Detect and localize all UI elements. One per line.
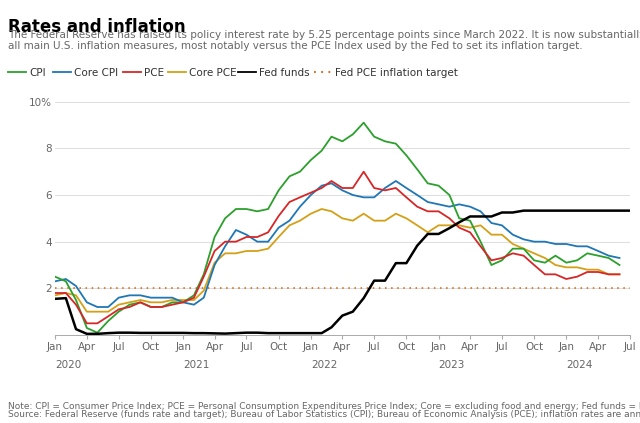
Text: Fed PCE inflation target: Fed PCE inflation target — [335, 68, 458, 77]
Text: 2024: 2024 — [566, 360, 593, 370]
Text: Source: Federal Reserve (funds rate and target); Bureau of Labor Statistics (CPI: Source: Federal Reserve (funds rate and … — [8, 410, 640, 419]
Text: PCE: PCE — [144, 68, 164, 77]
Text: Core CPI: Core CPI — [74, 68, 118, 77]
Text: 2023: 2023 — [438, 360, 465, 370]
Text: Fed funds: Fed funds — [259, 68, 310, 77]
Text: Core PCE: Core PCE — [189, 68, 236, 77]
Text: CPI: CPI — [29, 68, 45, 77]
Text: Rates and inflation: Rates and inflation — [8, 18, 186, 36]
Text: 2021: 2021 — [183, 360, 209, 370]
Text: Note: CPI = Consumer Price Index; PCE = Personal Consumption Expenditures Price : Note: CPI = Consumer Price Index; PCE = … — [8, 402, 640, 411]
Text: 2020: 2020 — [55, 360, 81, 370]
Text: all main U.S. inflation measures, most notably versus the PCE Index used by the : all main U.S. inflation measures, most n… — [8, 41, 582, 51]
Text: The Federal Reserve has raised its policy interest rate by 5.25 percentage point: The Federal Reserve has raised its polic… — [8, 30, 640, 40]
Text: 2022: 2022 — [311, 360, 337, 370]
